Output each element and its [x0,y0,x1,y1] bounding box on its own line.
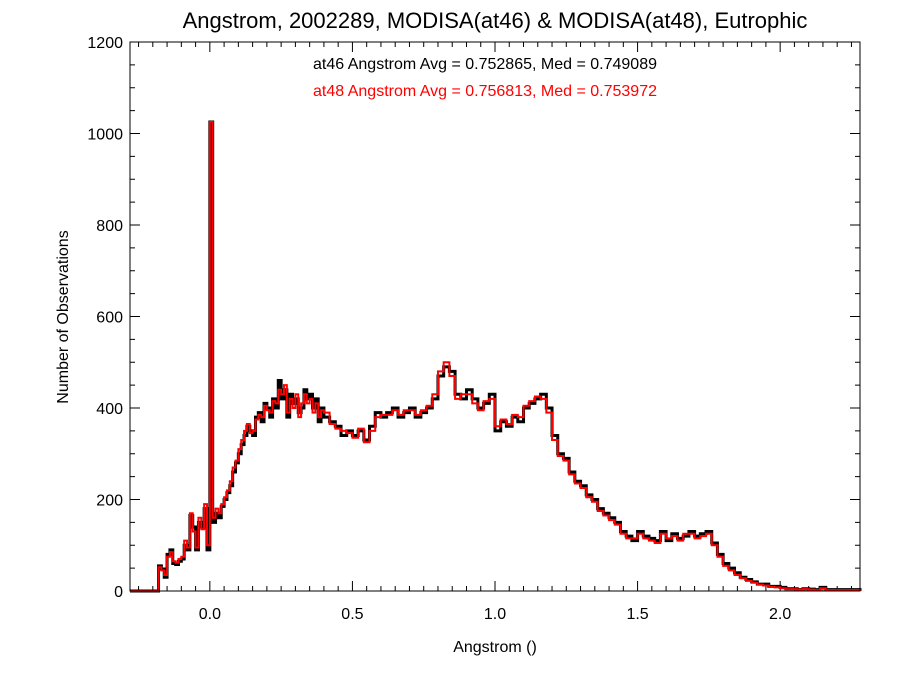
y-tick-label: 0 [114,584,123,601]
x-tick-label: 2.0 [769,606,791,623]
x-axis-label: Angstrom () [453,639,537,656]
series-at46-line [130,120,862,593]
annotation-at46-stats: at46 Angstrom Avg = 0.752865, Med = 0.74… [313,56,657,73]
y-tick-label: 200 [96,493,123,510]
axis-ticks: 0.0 0.5 1.0 1.5 2.0 0 200 400 600 800 1000 1200 [87,35,860,623]
data-series [130,120,862,593]
y-tick-label: 600 [96,310,123,327]
y-tick-label: 1000 [87,127,123,144]
y-tick-label: 400 [96,401,123,418]
y-axis-label: Number of Observations [55,230,72,403]
chart-title: Angstrom, 2002289, MODISA(at46) & MODISA… [183,8,808,33]
y-tick-label: 800 [96,218,123,235]
y-tick-label: 1200 [87,35,123,52]
series-at48-line [130,121,861,592]
x-tick-label: 0.5 [341,606,363,623]
x-tick-label: 1.5 [626,606,648,623]
annotation-at48-stats: at48 Angstrom Avg = 0.756813, Med = 0.75… [313,83,657,100]
x-tick-label: 1.0 [484,606,506,623]
x-tick-label: 0.0 [199,606,221,623]
plot-frame [129,41,861,592]
